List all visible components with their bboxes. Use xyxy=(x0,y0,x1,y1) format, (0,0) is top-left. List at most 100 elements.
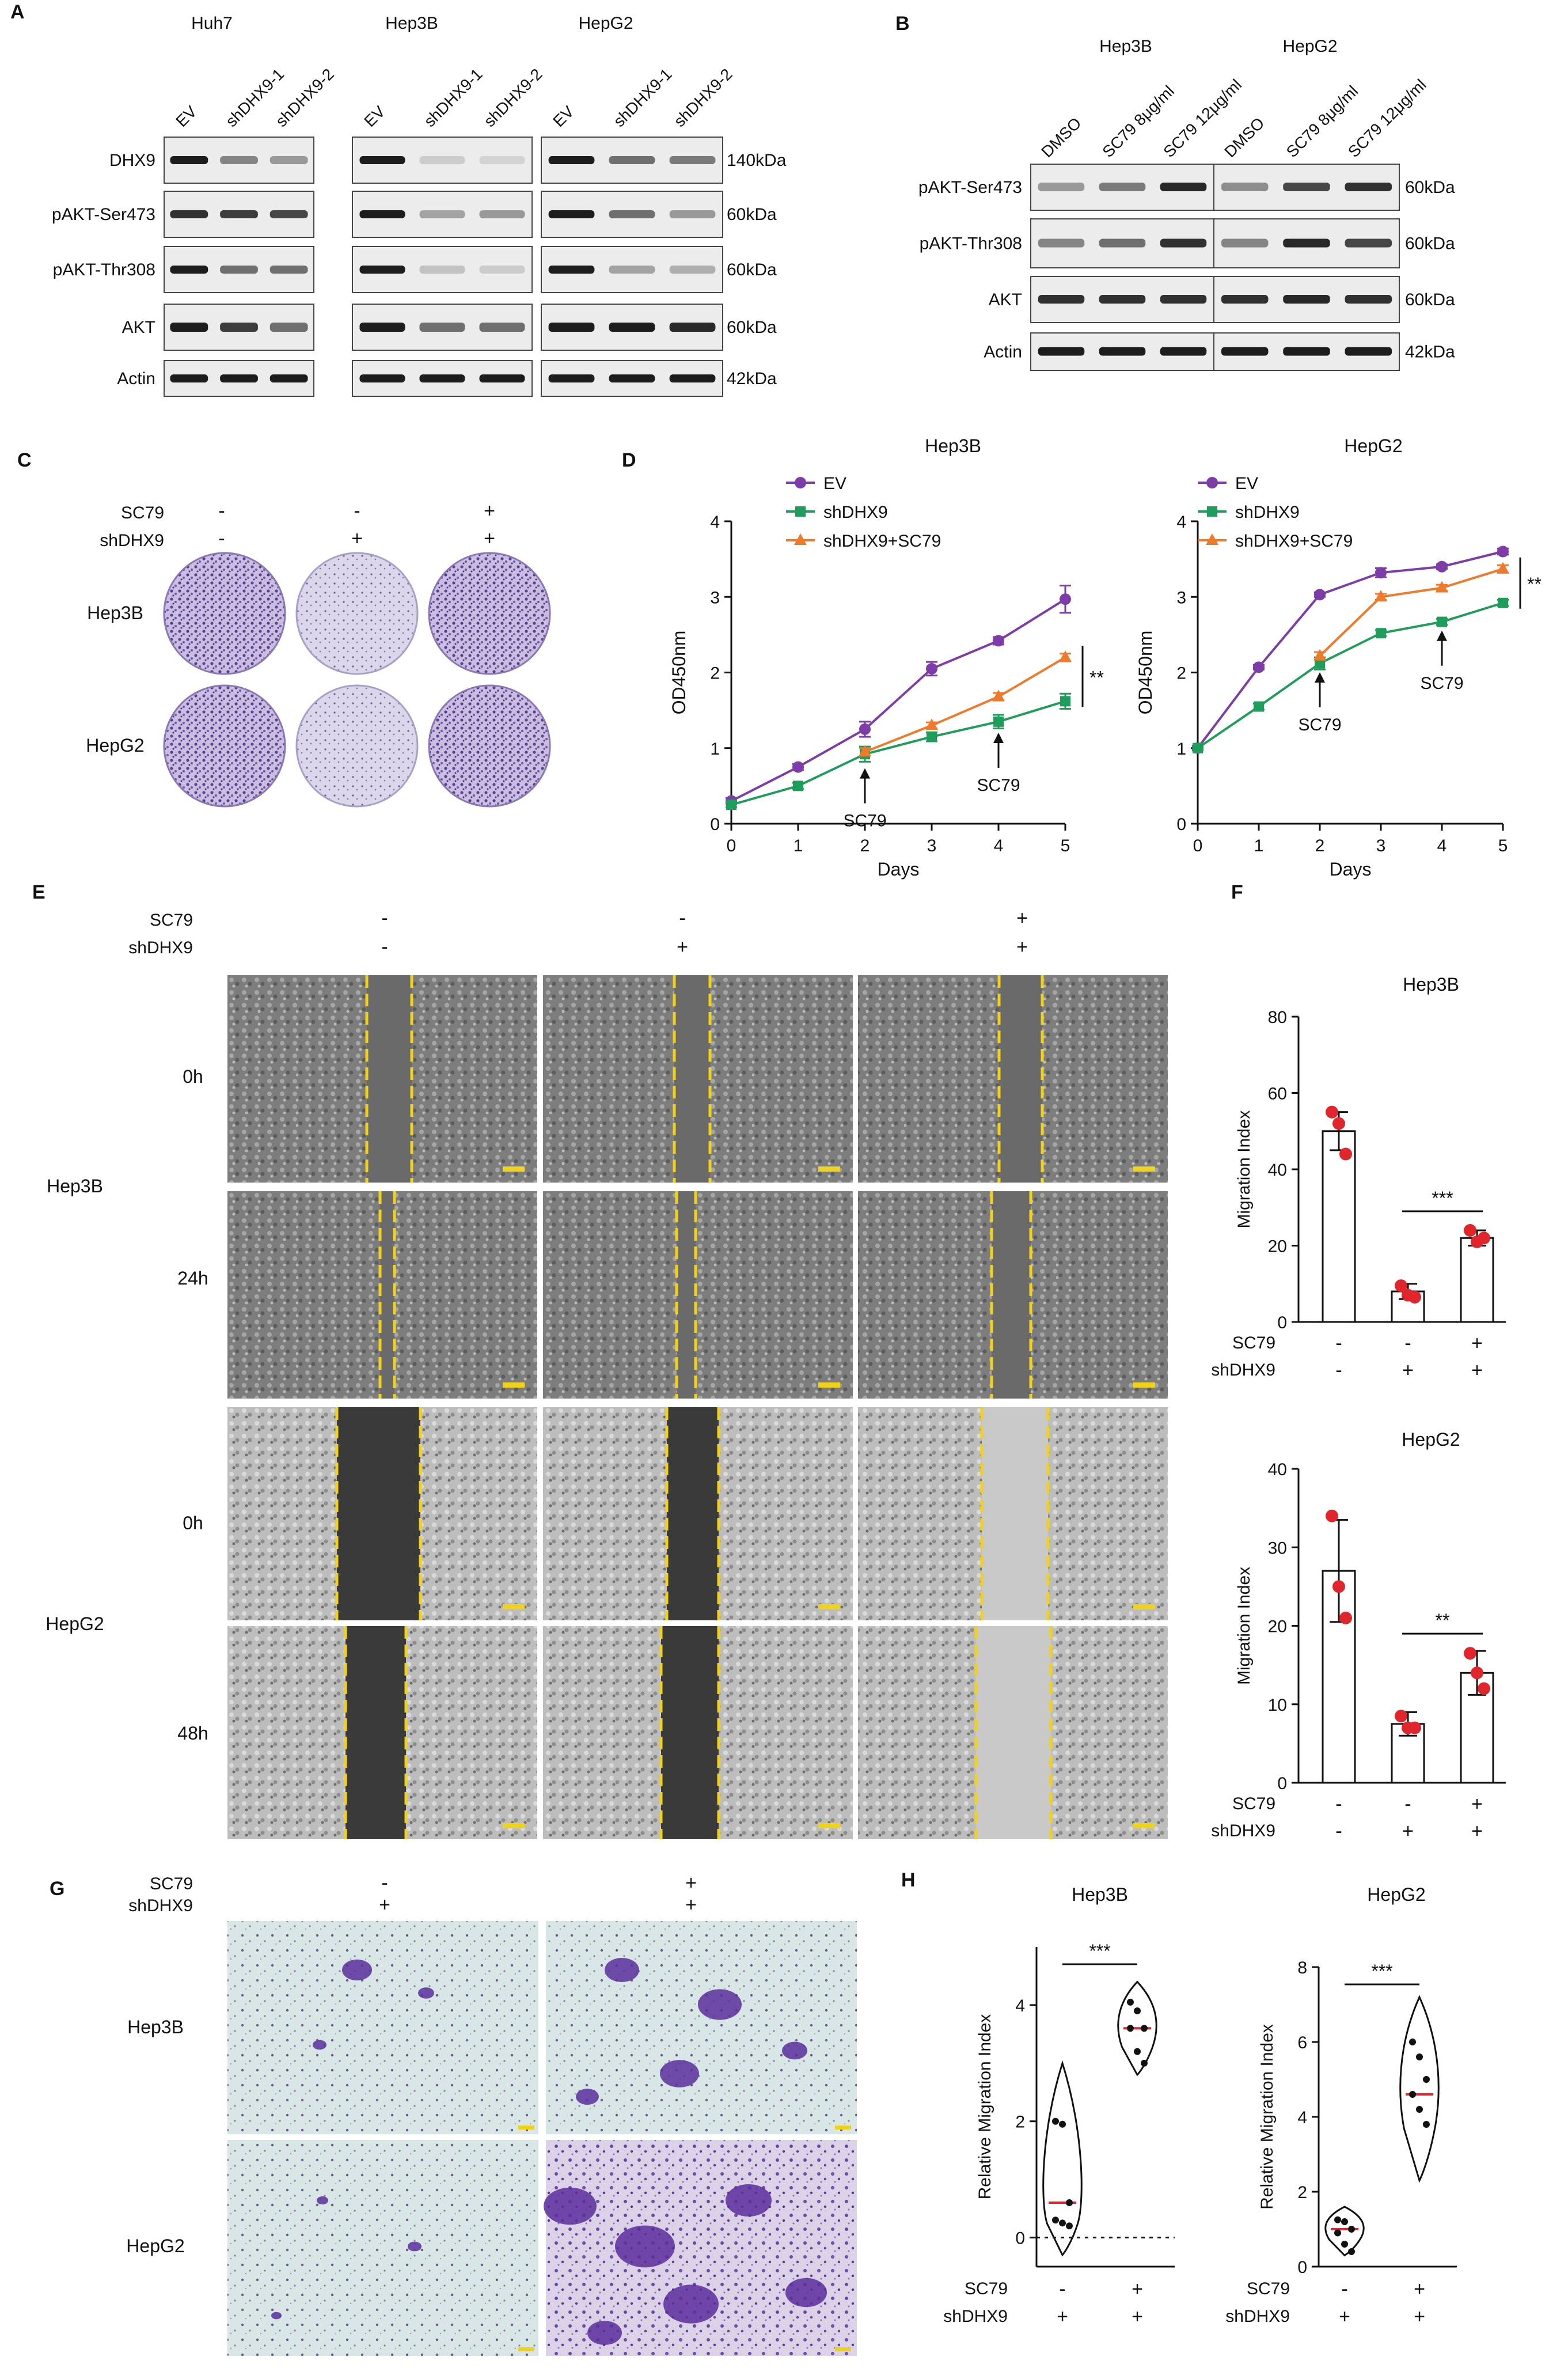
scale-bar xyxy=(503,1166,525,1172)
panel-c-sign: + xyxy=(484,500,495,522)
x-tick-label: 3 xyxy=(1376,836,1386,855)
violin-shape xyxy=(1324,2206,1365,2257)
transwell-image xyxy=(227,1921,538,2134)
blot-band xyxy=(1345,347,1392,356)
invaded-cell-cluster xyxy=(785,2278,827,2308)
panel-letter-b: B xyxy=(895,13,910,35)
condition-sign: - xyxy=(1335,1332,1342,1354)
panel-e-time-label: 48h xyxy=(177,1723,208,1744)
wound-gap xyxy=(367,975,412,1183)
condition-sign: + xyxy=(1414,2278,1425,2300)
data-point xyxy=(1254,701,1264,712)
data-point xyxy=(1066,2199,1073,2206)
chart-title: Hep3B xyxy=(1072,1884,1128,1905)
colony-well xyxy=(295,552,419,675)
blot-band xyxy=(548,156,595,164)
scale-bar xyxy=(518,2347,534,2351)
invaded-cell-cluster xyxy=(317,2196,328,2204)
blot-band xyxy=(220,156,258,164)
panel-g-sign: + xyxy=(685,1872,697,1894)
blot-band xyxy=(609,374,655,382)
x-tick-label: 5 xyxy=(1061,836,1070,855)
panel-letter-d: D xyxy=(622,449,636,471)
blot-band xyxy=(548,210,595,218)
data-point xyxy=(1409,2039,1416,2045)
data-point xyxy=(1313,649,1326,661)
panel-g-transwell: SC79 shDHX9 - + + + Hep3B HepG2 xyxy=(126,1872,857,2356)
blot-box xyxy=(352,137,533,184)
blot-band xyxy=(220,266,258,274)
blot-band xyxy=(359,156,405,164)
data-point xyxy=(1471,1666,1483,1680)
chart-title: HepG2 xyxy=(1367,1884,1425,1905)
data-point xyxy=(1052,2217,1059,2224)
y-tick-label: 2 xyxy=(1176,664,1186,683)
data-point xyxy=(1253,661,1265,673)
y-axis-label: Relative Migration Index xyxy=(1258,2024,1277,2210)
data-point xyxy=(1141,2025,1148,2032)
lane-label: shDHX9-1 xyxy=(610,65,675,130)
panel-c-colony-formation: SC79 shDHX9 - - + - + + Hep3B HepG2 xyxy=(86,500,551,808)
y-tick-label: 4 xyxy=(1015,1996,1025,2015)
blot-band xyxy=(1099,347,1146,356)
series-line xyxy=(1197,550,1504,749)
y-tick-label: 6 xyxy=(1297,2033,1307,2052)
panel-e-label-sc79: SC79 xyxy=(150,911,193,930)
violin-shape xyxy=(1042,2060,1083,2257)
x-tick-label: 3 xyxy=(927,836,937,855)
significance-label: *** xyxy=(1432,1188,1453,1208)
legend-marker xyxy=(795,477,806,488)
legend-label: EV xyxy=(823,474,846,493)
blot-row-label: pAKT-Ser473 xyxy=(918,178,1022,197)
kda-marker: 140kDa xyxy=(727,151,787,170)
invaded-cell-cluster xyxy=(342,1959,372,1981)
condition-label: shDHX9 xyxy=(943,2307,1008,2326)
blot-band xyxy=(479,210,525,218)
panel-letter-a: A xyxy=(10,1,25,23)
violin-hep3b: Hep3B 0 2 4 Relative Migration Index - + + + SC79… xyxy=(943,1884,1175,2328)
growth-chart-hepg2: HepG2 0 1 2 3 4 0 1 2 3 4 5 Days OD450nm EV shDHX9 shDHX… xyxy=(1135,435,1542,880)
y-tick-label: 80 xyxy=(1268,1008,1287,1027)
colony-well xyxy=(428,684,551,808)
annotation-label: SC79 xyxy=(843,812,886,831)
condition-sign: + xyxy=(1057,2306,1068,2328)
blot-band xyxy=(548,266,595,274)
significance-label: ** xyxy=(1527,574,1542,594)
growth-chart-hep3b: Hep3B 0 1 2 3 4 0 1 2 3 4 5 Days OD450nm EV shDHX9 shDHX… xyxy=(669,435,1104,880)
panel-c-sign: + xyxy=(351,528,363,550)
annotation-label: SC79 xyxy=(977,776,1020,795)
annotation-arrowhead xyxy=(1315,672,1325,683)
data-point xyxy=(1326,1509,1338,1522)
annotation-arrowhead xyxy=(993,732,1004,743)
blot-band xyxy=(669,266,716,274)
condition-sign: + xyxy=(1339,2306,1350,2328)
y-tick-label: 2 xyxy=(1297,2183,1307,2202)
condition-sign: + xyxy=(1471,1332,1483,1354)
blot-band xyxy=(269,210,308,218)
condition-sign: - xyxy=(1335,1793,1342,1815)
blot-band xyxy=(170,266,208,274)
x-tick-label: 5 xyxy=(1498,836,1508,855)
lane-label: DMSO xyxy=(1221,114,1267,161)
condition-sign: - xyxy=(1404,1332,1411,1354)
condition-label: shDHX9 xyxy=(1225,2307,1290,2326)
data-point xyxy=(1409,2091,1416,2098)
data-point xyxy=(792,761,804,773)
panel-e-sign: - xyxy=(381,936,388,958)
panel-e-time-label: 0h xyxy=(183,1513,203,1533)
data-point xyxy=(1478,1232,1490,1245)
data-point xyxy=(1341,2218,1348,2225)
panel-d-growth-curves: Hep3B 0 1 2 3 4 0 1 2 3 4 5 Days OD450nm EV shDHX9 shDHX… xyxy=(669,435,1542,880)
blot-band xyxy=(609,210,655,218)
blot-band xyxy=(609,266,655,274)
x-tick-label: 1 xyxy=(794,836,803,855)
blot-band xyxy=(359,266,405,274)
condition-sign: + xyxy=(1471,1793,1483,1815)
blot-band xyxy=(1038,183,1085,191)
blot-band xyxy=(669,323,716,332)
violin-shape xyxy=(1399,1995,1440,2183)
legend-label: shDHX9+SC79 xyxy=(1235,532,1353,551)
invaded-cell-cluster xyxy=(698,1989,742,2020)
data-point xyxy=(1436,560,1448,573)
